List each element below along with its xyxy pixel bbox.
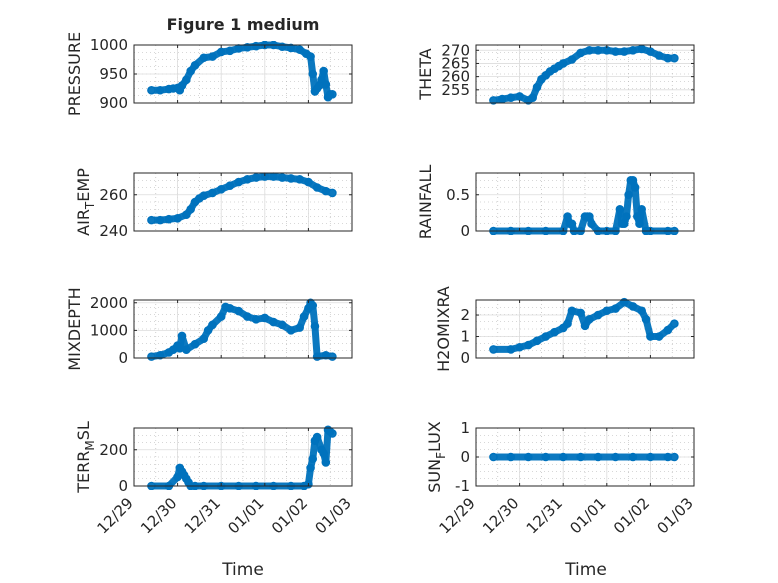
figure-canvas: Figure 1 medium 9009501000PRESSURE 255260… — [0, 0, 778, 583]
y-tick-label: 2000 — [90, 294, 128, 312]
y-tick-label: 2 — [460, 306, 470, 324]
figure-title: Figure 1 medium — [167, 15, 320, 34]
y-tick-label: 0 — [118, 477, 128, 495]
x-axis-label-right: Time — [564, 560, 607, 580]
x-axis-label-left: Time — [221, 560, 264, 580]
x-tick-label: 01/02 — [610, 494, 653, 537]
x-tick-label: 01/02 — [268, 494, 311, 537]
sun_flux-ylabel: SUNFLUX — [425, 421, 448, 493]
y-tick-label: 900 — [99, 94, 128, 112]
mixdepth-ylabel: MIXDEPTH — [65, 287, 84, 370]
y-tick-label: 0 — [460, 222, 470, 240]
data-markers — [490, 45, 678, 104]
terr_msl-ylabel: TERRMSL — [74, 421, 97, 494]
y-tick-label: 0 — [118, 349, 128, 367]
data-markers — [148, 173, 336, 224]
y-tick-label: 270 — [441, 41, 470, 59]
x-tick-label: 01/03 — [654, 494, 697, 537]
y-tick-label: 1000 — [90, 321, 128, 339]
x-tick-label: 12/29 — [436, 494, 479, 537]
subplot-rainfall: 0 0.5 RAINFALL — [416, 165, 694, 240]
data-point-band — [668, 324, 675, 330]
x-tick-label: 12/31 — [181, 494, 224, 537]
x-tick-label: 01/01 — [566, 494, 609, 537]
y-tick-label: 1000 — [90, 36, 128, 54]
y-tick-label: 0 — [460, 448, 470, 466]
subplot-h2omixra: 0 1 2 H2OMIXRA — [434, 286, 694, 372]
subplot-mixdepth: 0 1000 2000 MIXDEPTH — [65, 287, 352, 370]
air_temp-ylabel: AIRTEMP — [74, 168, 97, 236]
rainfall-ylabel: RAINFALL — [416, 165, 435, 240]
subplot-terr_msl: 0 200 12/29 12/30 12/31 01/01 01/02 01/03 TERRMS… — [74, 421, 355, 537]
pressure-ylabel: PRESSURE — [65, 32, 84, 116]
data-markers — [148, 41, 336, 100]
data-markers — [148, 426, 336, 489]
y-tick-label: 0.5 — [446, 186, 470, 204]
y-tick-label: 240 — [99, 222, 128, 240]
theta-ylabel: THETA — [416, 48, 435, 100]
y-tick-label: 200 — [99, 441, 128, 459]
data-point-band — [635, 188, 637, 217]
y-tick-label: 1 — [460, 328, 470, 346]
y-tick-label: 0 — [460, 349, 470, 367]
data-point-band — [315, 326, 317, 356]
data-markers — [490, 177, 678, 235]
data-point-band — [326, 430, 328, 463]
x-tick-label: 12/29 — [94, 494, 137, 537]
y-tick-label: -1 — [455, 477, 470, 495]
y-tick-label: 950 — [99, 65, 128, 83]
y-tick-label: 1 — [460, 419, 470, 437]
data-markers — [490, 299, 678, 353]
data-point-band — [326, 355, 333, 356]
x-tick-label: 12/31 — [523, 494, 566, 537]
data-point-band — [326, 191, 333, 193]
subplot-pressure: 900 950 1000 PRESSURE — [65, 32, 352, 116]
h2omixra-ylabel: H2OMIXRA — [434, 286, 453, 372]
x-tick-label: 01/03 — [312, 494, 355, 537]
subplot-sun_flux: -1 0 1 12/29 12/30 12/31 01/01 01/02 01/03 SUNFLU… — [425, 419, 697, 537]
x-tick-label: 01/01 — [224, 494, 267, 537]
data-point-band — [330, 432, 332, 434]
x-tick-label: 12/30 — [137, 494, 180, 537]
x-tick-label: 12/30 — [479, 494, 522, 537]
data-markers — [148, 299, 336, 360]
data-markers — [490, 453, 678, 460]
y-tick-label: 260 — [99, 186, 128, 204]
